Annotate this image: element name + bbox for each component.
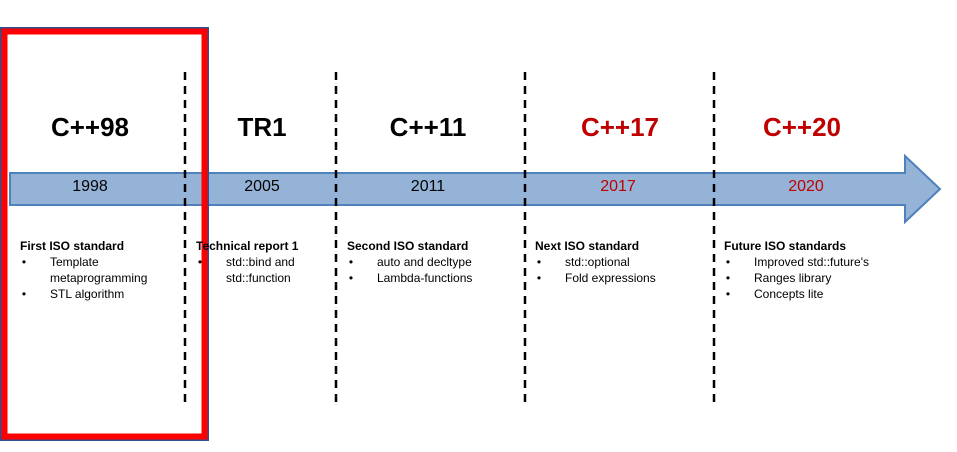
year-label-2017: 2017 [600,178,636,195]
description-title: Second ISO standard [347,239,469,253]
list-item-label: auto and decltype [377,255,472,269]
highlight-box [1,28,208,440]
description-title: Future ISO standards [724,239,847,253]
era-title-cpp11: C++11 [389,112,467,142]
list-item: • auto and decltype [347,254,517,270]
bullet-icon: • [536,255,542,269]
bullet-icon: • [536,271,542,285]
description-title: Next ISO standard [535,239,640,253]
era-description-cpp20: Future ISO standards • Improved std::futu… [724,238,924,302]
list-item: • std::bind and std::function [196,254,328,286]
era-description-cpp11: Second ISO standard • auto and decltype •… [347,238,517,286]
list-item: • Fold expressions [535,270,705,286]
list-item-label: Ranges library [754,271,832,285]
bullet-icon: • [725,255,731,269]
bullet-icon: • [348,255,354,269]
feature-list: • Template metaprogramming • STL algorithm [20,254,170,302]
year-label-2011: 2011 [410,178,446,195]
era-description-cpp98: First ISO standard • Template metaprogram… [20,238,170,302]
list-item: • Ranges library [724,270,924,286]
bullet-icon: • [197,255,203,269]
list-item-label: Fold expressions [565,271,656,285]
list-item: • Concepts lite [724,286,924,302]
era-title-cpp17: C++17 [580,112,660,142]
list-item-label: Template metaprogramming [50,255,148,285]
year-label-1998: 1998 [72,178,108,195]
era-title-cpp98: C++98 [50,112,130,142]
description-title: First ISO standard [20,239,125,253]
era-description-tr1: Technical report 1 • std::bind and std::f… [196,238,328,286]
feature-list: • std::bind and std::function [196,254,328,286]
feature-list: • std::optional • Fold expressions [535,254,705,286]
feature-list: • auto and decltype • Lambda-functions [347,254,517,286]
list-item-label: Lambda-functions [377,271,473,285]
timeline-arrow [9,153,942,225]
feature-list: • Improved std::future's • Ranges library … [724,254,924,302]
list-item-label: std::optional [565,255,630,269]
bullet-icon: • [725,287,731,301]
list-item: • std::optional [535,254,705,270]
description-title: Technical report 1 [196,239,299,253]
year-label-2020: 2020 [788,178,824,195]
year-label-2005: 2005 [244,178,280,195]
bullet-icon: • [21,255,27,269]
list-item: • Improved std::future's [724,254,924,270]
list-item: • Template metaprogramming [20,254,170,286]
bullet-icon: • [21,287,27,301]
era-title-cpp20: C++20 [762,112,842,142]
bullet-icon: • [348,271,354,285]
list-item-label: Concepts lite [754,287,824,301]
era-description-cpp17: Next ISO standard • std::optional • Fold e… [535,238,705,286]
list-item-label: STL algorithm [50,287,125,301]
list-item: • STL algorithm [20,286,170,302]
list-item: • Lambda-functions [347,270,517,286]
bullet-icon: • [725,271,731,285]
list-item-label: std::bind and std::function [226,255,295,285]
highlight-box-outer [0,27,209,441]
era-title-tr1: TR1 [237,112,287,142]
list-item-label: Improved std::future's [754,255,870,269]
